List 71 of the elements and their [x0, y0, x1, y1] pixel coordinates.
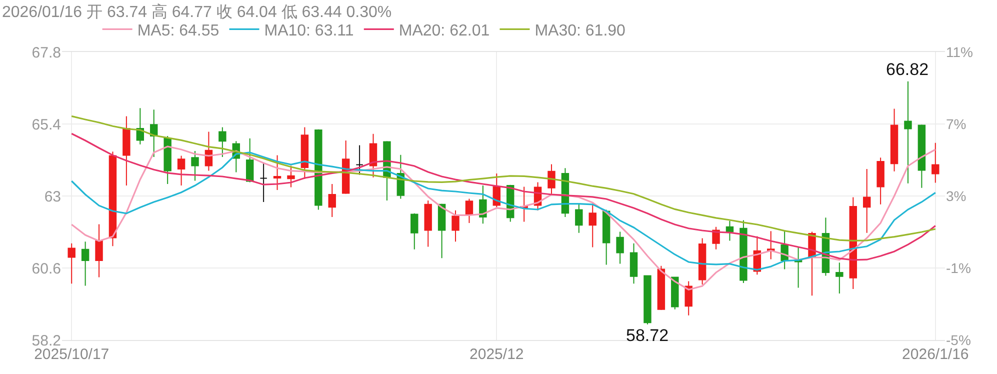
annotation: 58.72 — [626, 326, 669, 345]
candlestick — [904, 80, 912, 184]
y-tick-label: 67.8 — [32, 44, 61, 62]
candlestick — [287, 165, 295, 188]
candlestick — [122, 116, 130, 186]
candlestick — [314, 128, 322, 210]
candlestick — [726, 220, 734, 242]
y2-tick-label: 3% — [946, 188, 966, 204]
candlestick — [177, 155, 186, 186]
candlestick — [849, 196, 857, 290]
chart-title: 2026/01/16 开 63.74 高 64.77 收 64.04 低 63.44 0.30% — [2, 2, 392, 21]
legend-label: MA10: 63.11 — [264, 22, 354, 40]
candlestick — [520, 186, 528, 222]
candlestick — [81, 241, 90, 286]
candlestick — [932, 142, 940, 184]
candlestick — [698, 238, 706, 285]
y-tick-label: 63 — [44, 188, 61, 206]
y2-tick-label: -1% — [946, 260, 971, 276]
candlestick — [657, 265, 666, 310]
candlestick — [479, 185, 487, 224]
line-series — [70, 132, 936, 261]
candlestick — [616, 231, 624, 264]
y2-tick-label: -5% — [946, 332, 971, 348]
candlestick — [191, 150, 199, 182]
line-series — [70, 152, 936, 271]
candlestick — [740, 220, 748, 284]
candlestick — [369, 133, 378, 178]
candlestick — [671, 276, 679, 310]
candlestick — [890, 108, 898, 172]
candlestick — [575, 204, 583, 234]
candlestick — [356, 144, 364, 176]
candlestick — [465, 198, 474, 224]
legend-label: MA30: 61.90 — [534, 22, 626, 40]
annotation: 66.82 — [886, 60, 929, 79]
candlestick — [68, 242, 76, 284]
legend-label: MA20: 62.01 — [398, 22, 490, 40]
candlestick — [328, 184, 336, 218]
candlestick — [862, 168, 871, 234]
candlestick — [108, 151, 117, 247]
candlestick — [452, 210, 460, 242]
legend-label: MA5: 64.55 — [137, 22, 220, 40]
line-series — [70, 146, 936, 290]
candlestick — [918, 124, 926, 188]
candlestick — [204, 131, 213, 172]
candlestick — [644, 274, 652, 325]
line-series — [70, 115, 936, 242]
y2-tick-label: 11% — [946, 44, 973, 60]
x-tick-label: 2025/12 — [470, 346, 524, 363]
y2-tick-label: 7% — [946, 116, 966, 132]
candlestick — [630, 242, 638, 284]
candlestick — [836, 262, 844, 294]
candlestick — [95, 224, 103, 278]
candlestick — [424, 200, 432, 248]
candlestick — [876, 157, 884, 205]
candlestick — [300, 126, 309, 180]
candlestick — [218, 126, 226, 158]
candlestick — [273, 154, 282, 190]
candlestick — [588, 203, 596, 248]
candlestick — [260, 162, 268, 202]
candlestick — [246, 138, 254, 183]
candlestick — [136, 108, 144, 145]
candlestick — [794, 246, 802, 288]
y-tick-label: 60.6 — [32, 260, 61, 278]
y-tick-label: 65.4 — [32, 116, 61, 134]
candlestick — [150, 109, 158, 158]
x-tick-label: 2026/1/16 — [902, 346, 969, 363]
candlestick — [684, 280, 692, 316]
candlestick — [548, 164, 556, 195]
candlestick — [438, 203, 446, 259]
candlestick — [410, 212, 418, 250]
candlestick — [164, 136, 172, 184]
